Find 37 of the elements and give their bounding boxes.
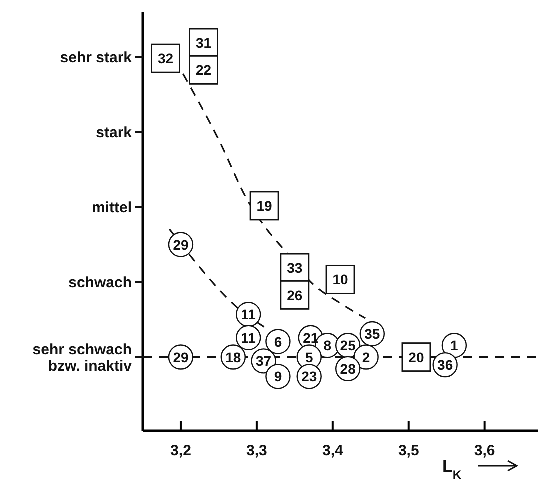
annotation: 11: [241, 330, 256, 346]
annotation: 29: [173, 349, 189, 366]
x-tick-label: 3,4: [322, 442, 344, 460]
annotation: 25: [340, 338, 356, 354]
annotation: 6: [274, 334, 282, 350]
annotation: 20: [408, 349, 424, 366]
x-tick-label: 3,6: [474, 442, 496, 460]
annotation: 8: [324, 338, 332, 354]
annotation: 1: [450, 338, 459, 354]
annotation: 2: [362, 349, 370, 366]
annotation: 19: [256, 198, 273, 214]
annotation: 5: [305, 349, 314, 366]
text: stark: [96, 124, 133, 142]
text: sehr stark: [60, 50, 133, 67]
annotation: 23: [302, 368, 318, 385]
annotation: 11: [241, 306, 256, 323]
annotation: 36: [438, 357, 454, 374]
annotation: 29: [173, 236, 189, 253]
annotation: 28: [340, 360, 356, 377]
x-tick-label: 3,3: [246, 442, 268, 460]
annotation: 35: [364, 326, 380, 342]
annotation: 18: [226, 349, 242, 366]
x-axis-title: L$_{K}$: [442, 457, 462, 482]
annotation: 31: [196, 35, 212, 52]
text: sehr schwach bzw. inaktiv: [32, 341, 133, 375]
text: mittel: [92, 200, 132, 217]
annotation: 37: [256, 353, 272, 370]
annotation: 9: [274, 368, 282, 385]
annotation: 21: [303, 330, 319, 346]
annotation: 26: [287, 287, 303, 304]
x-tick-label: 3,2: [170, 442, 192, 460]
annotation: 32: [158, 50, 174, 67]
annotation: 22: [196, 62, 212, 78]
annotation: 10: [332, 272, 348, 288]
annotation: 33: [287, 260, 303, 276]
text: schwach: [68, 274, 132, 292]
x-tick-label: 3,5: [398, 442, 420, 460]
